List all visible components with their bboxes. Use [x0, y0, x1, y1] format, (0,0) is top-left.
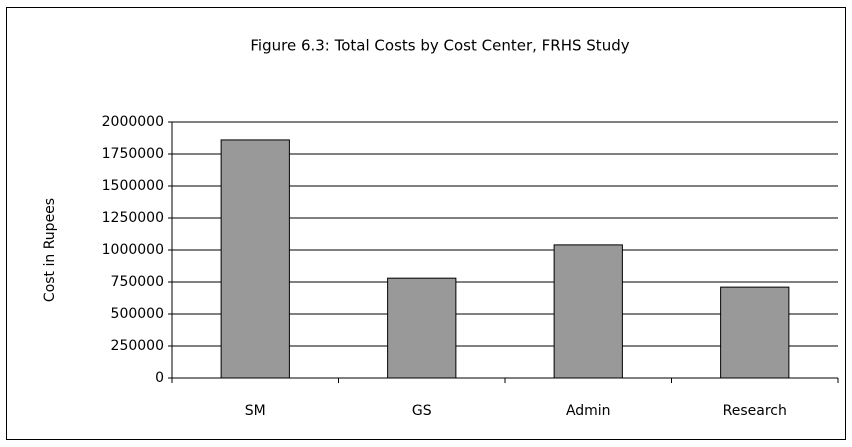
y-tick-label: 0: [155, 370, 164, 386]
y-tick-label: 750000: [111, 274, 164, 290]
y-tick-label: 250000: [111, 338, 164, 354]
y-tick-label: 2000000: [102, 114, 164, 130]
y-tick-label: 1000000: [102, 242, 164, 258]
bar: [220, 139, 290, 379]
y-tick-label: 1500000: [102, 178, 164, 194]
x-tick-label: Research: [723, 403, 787, 419]
y-tick-label: 1750000: [102, 146, 164, 162]
x-tick-label: Admin: [566, 403, 611, 419]
x-tick-label: SM: [245, 403, 266, 419]
bar: [720, 286, 790, 379]
y-tick-label: 500000: [111, 306, 164, 322]
y-axis-label: Cost in Rupees: [42, 198, 58, 302]
chart-title: Figure 6.3: Total Costs by Cost Center, …: [250, 37, 629, 55]
bar: [387, 277, 457, 379]
bar: [553, 244, 623, 379]
x-tick-label: GS: [412, 403, 432, 419]
y-tick-label: 1250000: [102, 210, 164, 226]
